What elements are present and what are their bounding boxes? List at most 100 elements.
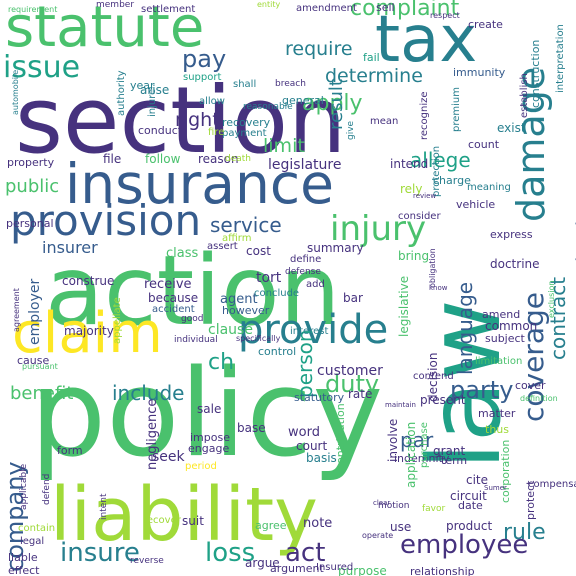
word-general: general xyxy=(282,94,324,107)
word-word: word xyxy=(288,425,320,440)
word-review: review xyxy=(413,192,437,200)
word-tort: tort xyxy=(256,270,282,286)
word-negligence: negligence xyxy=(145,398,160,470)
word-complaint: complaint xyxy=(350,0,460,21)
word-provide: provide xyxy=(238,307,389,353)
word-exclusion: exclusion xyxy=(547,280,556,318)
word-language: language xyxy=(453,281,477,375)
word-engage: engage xyxy=(188,442,230,455)
word-appellate: appellate xyxy=(112,297,123,344)
word-public: public xyxy=(5,176,60,197)
word-contribution: contribution xyxy=(334,403,347,470)
word-loss: loss xyxy=(205,538,256,568)
word-effect: effect xyxy=(8,564,40,576)
word-assert: assert xyxy=(207,241,238,252)
word-agree: agree xyxy=(255,519,287,532)
word-matter: matter xyxy=(478,407,516,420)
word-respect: respect xyxy=(430,11,460,20)
word-sale: sale xyxy=(197,402,222,416)
word-support: support xyxy=(183,72,222,83)
word-grant: grant xyxy=(433,444,466,458)
word-par: par xyxy=(400,428,434,452)
word-action: action xyxy=(45,235,341,347)
word-statute: statute xyxy=(5,0,205,60)
word-basis: basis xyxy=(306,451,337,465)
word-fire: fire xyxy=(208,127,225,138)
word-date: date xyxy=(458,499,483,512)
word-indemnity: indemnity xyxy=(394,452,450,465)
word-ch: ch xyxy=(208,350,235,375)
word-injure: injure xyxy=(147,88,158,117)
word-corporation: corporation xyxy=(499,439,512,503)
word-receive: receive xyxy=(144,277,192,292)
word-product: product xyxy=(446,519,493,533)
word-right: right xyxy=(175,109,220,131)
word-construction: construction xyxy=(529,39,542,108)
word-death: death xyxy=(225,154,251,164)
word-defend: defend xyxy=(42,473,52,505)
word-affirm: affirm xyxy=(222,233,252,244)
word-involve: involve xyxy=(386,418,400,462)
word-circuit: circuit xyxy=(450,489,487,503)
word-arise: arise xyxy=(140,83,170,97)
word-shall: shall xyxy=(233,79,257,90)
word-allege: allege xyxy=(410,148,471,172)
word-provision: provision xyxy=(10,196,202,245)
word-automobile: automobile xyxy=(11,69,20,115)
word-maintain: maintain xyxy=(385,401,416,409)
word-limit: limit xyxy=(263,135,305,157)
word-cover: cover xyxy=(515,379,546,392)
word-claim: claim xyxy=(12,301,163,366)
word-recognize: recognize xyxy=(419,91,430,140)
word-compensation: compensation xyxy=(528,479,576,490)
word-person: person xyxy=(293,329,317,398)
word-base: base xyxy=(237,421,266,435)
word-court: court xyxy=(296,439,328,453)
word-bar: bar xyxy=(343,291,363,305)
word-reverse: reverse xyxy=(130,556,164,566)
word-authority: authority xyxy=(116,70,127,116)
word-note: note xyxy=(303,516,333,531)
word-legislature: legislature xyxy=(268,157,342,173)
word-subject: subject xyxy=(485,332,525,345)
word-operate: operate xyxy=(362,531,394,540)
word-count: count xyxy=(468,138,500,151)
word-legislative: legislative xyxy=(397,275,411,337)
word-mean: mean xyxy=(370,116,399,127)
word-consider: consider xyxy=(398,211,441,222)
word-file: file xyxy=(103,152,122,166)
word-good: good xyxy=(181,314,204,324)
word-class: class xyxy=(166,246,199,261)
word-individual: individual xyxy=(174,335,218,345)
word-fail: fail xyxy=(363,51,380,64)
word-statutory: statutory xyxy=(294,391,345,404)
word-duty: duty xyxy=(325,370,380,398)
word-require: require xyxy=(285,38,353,60)
word-party: party xyxy=(450,376,514,404)
word-definition: definition xyxy=(520,394,558,403)
word-use: use xyxy=(390,520,412,534)
word-obligation: obligation xyxy=(428,248,437,288)
word-allow: allow xyxy=(199,96,225,107)
word-protection: protection xyxy=(431,145,442,197)
word-result: result xyxy=(326,79,347,130)
word-period: period xyxy=(185,461,217,472)
word-present: present xyxy=(420,393,466,407)
word-argument: argument xyxy=(270,562,324,575)
word-tax: tax xyxy=(375,3,478,77)
word-purchase: purchase xyxy=(419,422,430,468)
word-application: application xyxy=(404,421,418,488)
word-limitation: limitation xyxy=(475,356,523,367)
word-argue: argue xyxy=(245,556,280,570)
word-property: property xyxy=(7,156,55,169)
word-however: however xyxy=(222,304,270,317)
word-pay: pay xyxy=(182,45,227,73)
word-act: act xyxy=(285,538,326,568)
word-agreement: agreement xyxy=(12,288,21,332)
word-policy: policy xyxy=(30,345,384,484)
word-contain: contain xyxy=(18,523,56,534)
word-summary: summary xyxy=(307,241,364,255)
word-amend: amend xyxy=(482,308,521,321)
word-rule: rule xyxy=(503,520,546,545)
